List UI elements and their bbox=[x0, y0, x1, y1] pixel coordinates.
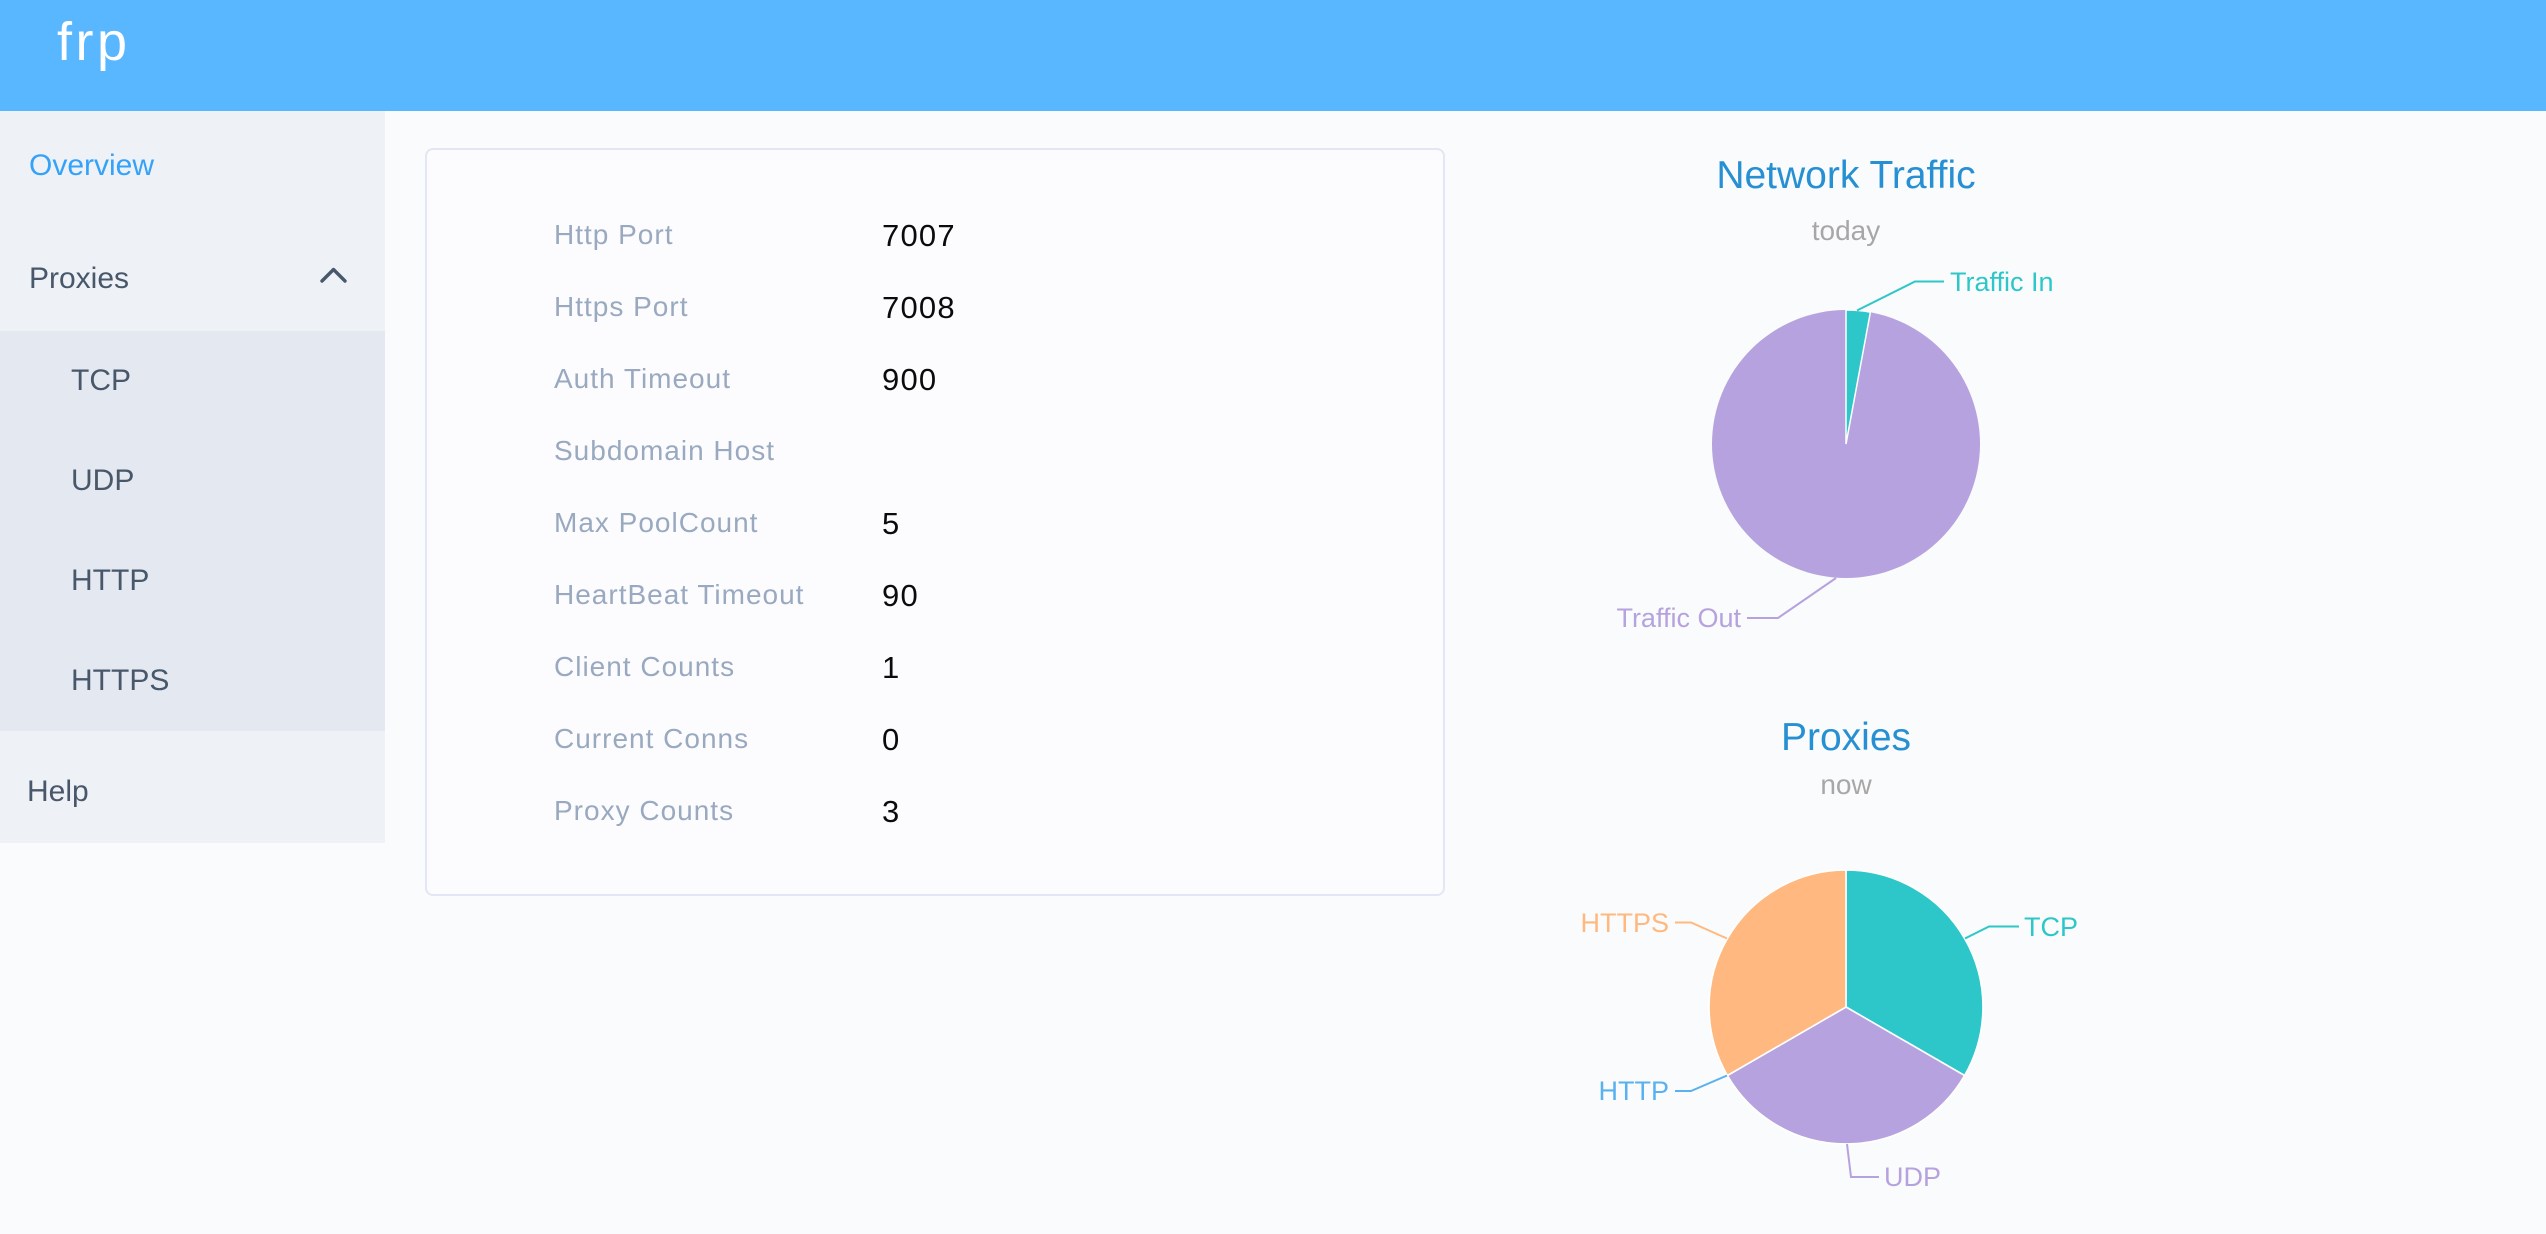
svg-text:TCP: TCP bbox=[2024, 912, 2078, 942]
svg-text:today: today bbox=[1812, 215, 1881, 246]
svg-text:Traffic In: Traffic In bbox=[1950, 267, 2054, 297]
svg-text:Network Traffic: Network Traffic bbox=[1716, 154, 1975, 197]
svg-text:Traffic Out: Traffic Out bbox=[1616, 603, 1741, 633]
svg-text:HTTP: HTTP bbox=[1599, 1076, 1670, 1106]
svg-text:now: now bbox=[1820, 769, 1872, 800]
svg-text:Proxies: Proxies bbox=[1781, 716, 1911, 759]
svg-text:HTTPS: HTTPS bbox=[1580, 908, 1669, 938]
svg-text:UDP: UDP bbox=[1884, 1162, 1941, 1192]
